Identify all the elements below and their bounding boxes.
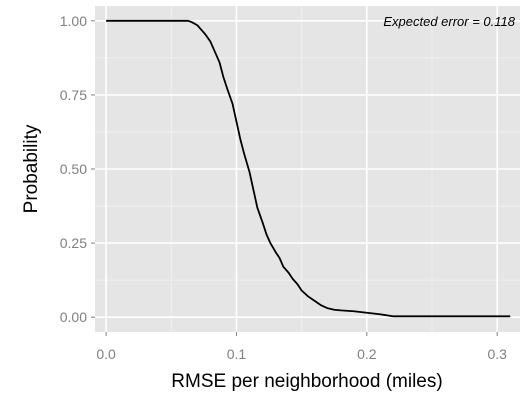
annotation-text: Expected error = 0.118 <box>383 14 515 29</box>
y-tick-label: 0.00 <box>60 309 87 325</box>
x-axis-title: RMSE per neighborhood (miles) <box>171 371 442 392</box>
y-axis-title: Probability <box>21 124 42 213</box>
y-tick-label: 0.50 <box>60 161 87 177</box>
y-tick-label: 0.75 <box>60 87 87 103</box>
series-line <box>106 19 511 318</box>
x-tick-label: 0.2 <box>357 346 377 362</box>
y-tick-label: 1.00 <box>60 13 87 29</box>
x-tick-label: 0.3 <box>487 346 507 362</box>
tick-labels: 0.0 0.1 0.2 0.3 0.00 0.25 0.50 0.75 1.00 <box>60 13 507 362</box>
x-tick-label: 0.0 <box>96 346 116 362</box>
y-tick-label: 0.25 <box>60 235 87 251</box>
axis-ticks <box>91 20 498 336</box>
x-tick-label: 0.1 <box>227 346 247 362</box>
